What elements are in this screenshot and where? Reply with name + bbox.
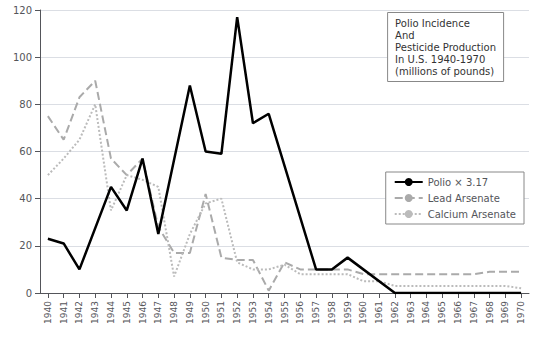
svg-text:1943: 1943 — [90, 301, 100, 324]
svg-text:60: 60 — [19, 146, 32, 157]
svg-text:And: And — [395, 30, 415, 41]
svg-text:1966: 1966 — [453, 301, 463, 324]
svg-text:1970: 1970 — [516, 301, 526, 324]
svg-text:1955: 1955 — [280, 301, 290, 324]
svg-text:1945: 1945 — [122, 301, 132, 324]
svg-text:1941: 1941 — [59, 301, 69, 324]
svg-text:Pesticide Production: Pesticide Production — [395, 42, 496, 53]
svg-text:40: 40 — [19, 193, 32, 204]
svg-text:1969: 1969 — [500, 301, 510, 324]
svg-text:20: 20 — [19, 240, 32, 251]
svg-text:1964: 1964 — [421, 301, 431, 324]
svg-text:Calcium Arsenate: Calcium Arsenate — [428, 209, 516, 220]
svg-text:1940: 1940 — [43, 301, 53, 324]
svg-text:80: 80 — [19, 99, 32, 110]
svg-text:In U.S. 1940-1970: In U.S. 1940-1970 — [395, 54, 485, 65]
svg-text:1962: 1962 — [390, 301, 400, 324]
svg-text:1947: 1947 — [153, 301, 163, 324]
svg-text:1942: 1942 — [74, 301, 84, 324]
svg-text:1959: 1959 — [343, 301, 353, 324]
svg-text:1960: 1960 — [358, 301, 368, 324]
svg-text:1950: 1950 — [201, 301, 211, 324]
svg-text:Lead Arsenate: Lead Arsenate — [428, 193, 500, 204]
svg-text:120: 120 — [13, 5, 32, 16]
svg-text:1967: 1967 — [469, 301, 479, 324]
svg-text:1968: 1968 — [485, 301, 495, 324]
svg-text:0: 0 — [26, 288, 32, 299]
svg-text:(millions of pounds): (millions of pounds) — [395, 66, 494, 77]
svg-text:1954: 1954 — [264, 301, 274, 324]
svg-text:1948: 1948 — [169, 301, 179, 324]
svg-text:1951: 1951 — [216, 301, 226, 324]
svg-text:1949: 1949 — [185, 301, 195, 324]
svg-text:1944: 1944 — [106, 301, 116, 324]
svg-text:1946: 1946 — [138, 301, 148, 324]
svg-text:1956: 1956 — [295, 301, 305, 324]
svg-text:Polio Incidence: Polio Incidence — [395, 18, 470, 29]
svg-text:1958: 1958 — [327, 301, 337, 324]
svg-text:1957: 1957 — [311, 301, 321, 324]
svg-text:1963: 1963 — [406, 301, 416, 324]
svg-text:1953: 1953 — [248, 301, 258, 324]
svg-text:1961: 1961 — [374, 301, 384, 324]
svg-text:Polio × 3.17: Polio × 3.17 — [428, 177, 488, 188]
svg-text:1952: 1952 — [232, 301, 242, 324]
svg-text:100: 100 — [13, 52, 32, 63]
svg-text:1965: 1965 — [437, 301, 447, 324]
